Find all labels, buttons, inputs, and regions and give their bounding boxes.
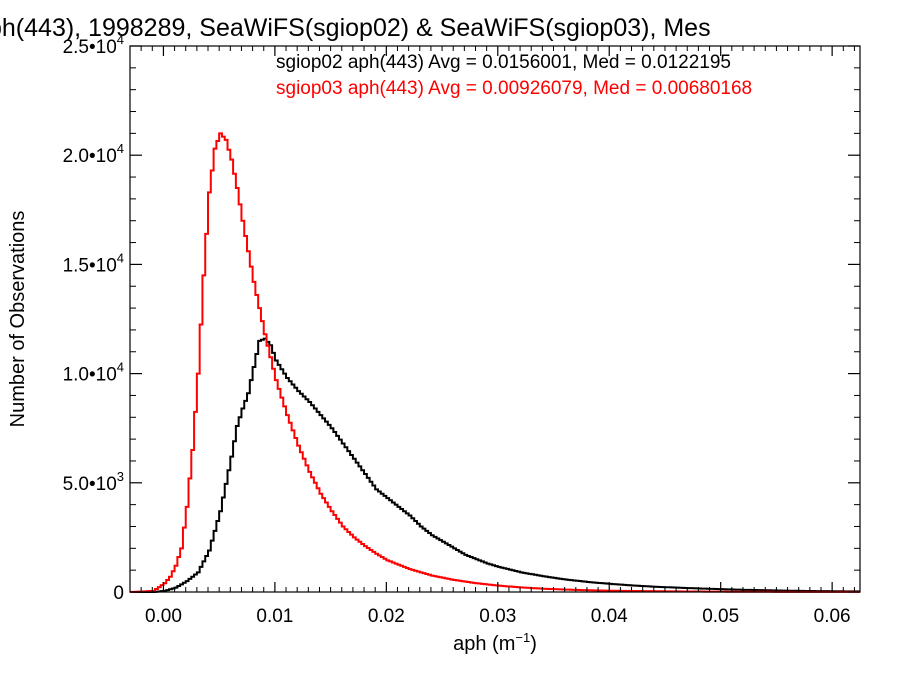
y-axis: 0 5.0•103 1.0•104 1.5•104 2.0•104 2.5•104 bbox=[63, 32, 860, 604]
y-tick-label: 2.0•104 bbox=[63, 141, 124, 167]
x-tick-label: 0.00 bbox=[145, 606, 182, 627]
x-tick-label: 0.06 bbox=[814, 606, 851, 627]
y-tick-label: 5.0•103 bbox=[63, 469, 124, 495]
x-axis-label-superscript: −1 bbox=[515, 630, 530, 645]
x-axis-label: aph (m−1) bbox=[453, 630, 537, 655]
stats-line-2: sgiop03 aph(443) Avg = 0.00926079, Med =… bbox=[276, 78, 752, 99]
x-tick-label: 0.05 bbox=[702, 606, 739, 627]
x-tick-label: 0.03 bbox=[479, 606, 516, 627]
y-tick-label: 0 bbox=[113, 583, 124, 604]
plot-frame bbox=[129, 45, 861, 593]
x-axis-label-main: aph (m bbox=[453, 633, 515, 655]
x-axis-label-end: ) bbox=[530, 633, 537, 655]
stats-line-1: sgiop02 aph(443) Avg = 0.0156001, Med = … bbox=[276, 52, 731, 73]
series-line-1 bbox=[130, 337, 860, 593]
series-layer bbox=[130, 132, 860, 593]
chart-title: ph(443), 1998289, SeaWiFS(sgiop02) & Sea… bbox=[0, 14, 711, 42]
x-axis: 0.00 0.01 0.02 0.03 0.04 0.05 0.06 bbox=[140, 46, 855, 627]
x-tick-label: 0.04 bbox=[591, 606, 628, 627]
y-tick-label: 2.5•104 bbox=[63, 32, 124, 58]
y-tick-label: 1.5•104 bbox=[63, 250, 124, 276]
y-tick-label: 1.0•104 bbox=[63, 360, 124, 386]
x-tick-label: 0.02 bbox=[368, 606, 405, 627]
x-tick-label: 0.01 bbox=[256, 606, 293, 627]
series-line-2 bbox=[130, 132, 860, 593]
y-axis-label: Number of Observations bbox=[7, 211, 29, 428]
stats-legend: sgiop02 aph(443) Avg = 0.0156001, Med = … bbox=[276, 52, 752, 99]
